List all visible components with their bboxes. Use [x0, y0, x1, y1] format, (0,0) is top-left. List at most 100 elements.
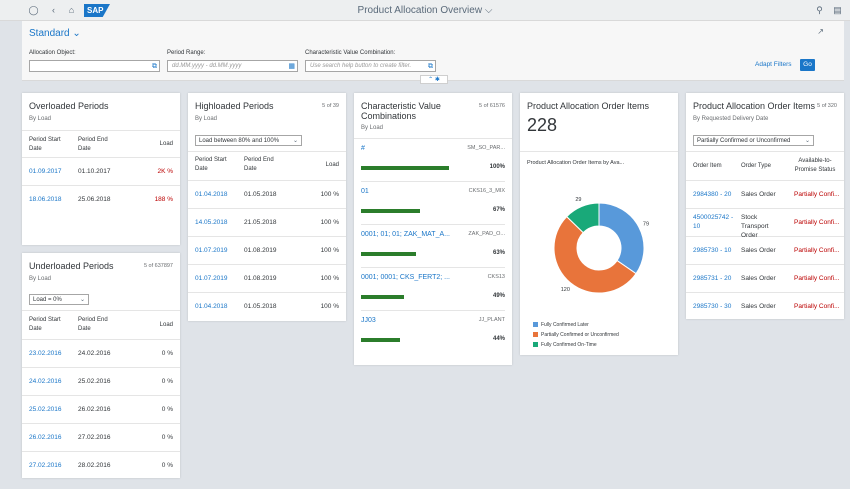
card-title[interactable]: Highloaded Periods — [195, 101, 274, 111]
adapt-filters-button[interactable]: Adapt Filters — [755, 61, 792, 68]
table-row[interactable]: 2985731 - 20 Sales Order Partially Confi..… — [686, 265, 844, 293]
legend-item[interactable]: Partially Confirmed or Unconfirmed — [533, 332, 619, 338]
period-range-input[interactable]: dd.MM.yyyy - dd.MM.yyyy ▦ — [167, 60, 298, 72]
value-help-icon[interactable]: ⧉ — [152, 63, 157, 70]
divider — [22, 310, 180, 311]
period-start[interactable]: 27.02.2016 — [29, 462, 62, 469]
variant-selector[interactable]: Standard ⌄ — [29, 28, 81, 39]
list-item[interactable]: 0001; 0001; CKS_FERT2; ... CKS13 49% — [361, 268, 505, 311]
table-row[interactable]: 14.05.2018 21.05.2018 100 % — [188, 209, 346, 237]
table-row[interactable]: 01.07.2019 01.08.2019 100 % — [188, 237, 346, 265]
period-start[interactable]: 23.02.2016 — [29, 350, 62, 357]
period-start[interactable]: 01.04.2018 — [195, 303, 228, 310]
app-title[interactable]: Product Allocation Overview ⌵ — [357, 5, 493, 16]
period-end: 01.05.2018 — [244, 191, 277, 198]
table-row[interactable]: 23.02.2016 24.02.2016 0 % — [22, 340, 180, 368]
period-start[interactable]: 18.06.2018 — [29, 196, 62, 203]
collapse-header-button[interactable]: ⌃ ✱ — [420, 75, 448, 84]
period-start[interactable]: 14.05.2018 — [195, 219, 228, 226]
table-row[interactable]: 24.02.2016 25.02.2016 0 % — [22, 368, 180, 396]
order-items-chart-card[interactable]: Product Allocation Order Items 228 Produ… — [520, 93, 678, 355]
table-row[interactable]: 01.07.2019 01.08.2019 100 % — [188, 265, 346, 293]
table-row[interactable]: 2985730 - 10 Sales Order Partially Confi..… — [686, 237, 844, 265]
donut-slice[interactable] — [553, 215, 637, 294]
cvc-name[interactable]: 0001; 01; 01; ZAK_MAT_A... — [361, 231, 450, 238]
list-item[interactable]: # SM_SO_PAR... 100% — [361, 139, 505, 182]
user-icon[interactable]: ◯ — [28, 5, 39, 15]
card-title[interactable]: Characteristic Value Combinations — [361, 101, 441, 121]
period-start[interactable]: 26.02.2016 — [29, 434, 62, 441]
card-title[interactable]: Product Allocation Order Items — [527, 101, 650, 111]
search-icon[interactable]: ⚲ — [816, 5, 823, 15]
list-item[interactable]: JJ03 JJ_PLANT 44% — [361, 311, 505, 354]
sap-logo[interactable]: SAP — [84, 4, 110, 17]
legend-swatch — [533, 342, 538, 348]
order-item[interactable]: 2985730 - 30 — [693, 303, 732, 310]
calendar-icon[interactable]: ▦ — [288, 63, 295, 70]
table-row[interactable]: 01.04.2018 01.05.2018 100 % — [188, 181, 346, 209]
cvc-card[interactable]: Characteristic Value Combinations 5 of 6… — [354, 93, 512, 365]
overloaded-periods-card[interactable]: Overloaded Periods By Load Period Start … — [22, 93, 180, 245]
divider — [686, 151, 844, 152]
table-row[interactable]: 27.02.2016 28.02.2016 0 % — [22, 452, 180, 480]
order-item[interactable]: 2985730 - 10 — [693, 247, 732, 254]
card-title[interactable]: Underloaded Periods — [29, 261, 114, 271]
table-row[interactable]: 2984380 - 20 Sales Order Partially Confi..… — [686, 181, 844, 209]
order-item[interactable]: 2985731 - 20 — [693, 275, 732, 282]
list-item[interactable]: 0001; 01; 01; ZAK_MAT_A... ZAK_PAD_O... 63… — [361, 225, 505, 268]
order-item[interactable]: 2984380 - 20 — [693, 191, 732, 198]
donut-slice[interactable] — [566, 202, 600, 234]
period-start[interactable]: 01.04.2018 — [195, 191, 228, 198]
underloaded-periods-card[interactable]: Underloaded Periods 5 of 637897 By Load … — [22, 253, 180, 478]
table-row[interactable]: 25.02.2016 26.02.2016 0 % — [22, 396, 180, 424]
share-icon[interactable]: ↗ — [817, 27, 824, 36]
card-title[interactable]: Overloaded Periods — [29, 101, 109, 111]
period-range-label: Period Range: — [167, 50, 206, 56]
column-header: Period Start Date — [29, 317, 61, 332]
notifications-icon[interactable]: ▤ — [833, 5, 842, 15]
status-filter-select[interactable]: Partially Confirmed or Unconfirmed ⌄ — [693, 135, 814, 146]
donut-slice[interactable] — [598, 202, 645, 275]
load-value: 100 % — [320, 275, 339, 282]
cvc-name[interactable]: JJ03 — [361, 317, 376, 324]
load-percent: 63% — [492, 250, 505, 256]
period-start[interactable]: 01.07.2019 — [195, 247, 228, 254]
period-start[interactable]: 01.09.2017 — [29, 168, 62, 175]
cvc-name[interactable]: 0001; 0001; CKS_FERT2; ... — [361, 274, 450, 281]
chevron-down-icon: ⌄ — [804, 138, 810, 144]
table-row[interactable]: 01.04.2018 01.05.2018 100 % — [188, 293, 346, 321]
table-row[interactable]: 2985730 - 30 Sales Order Partially Confi..… — [686, 293, 844, 321]
highloaded-periods-card[interactable]: Highloaded Periods 5 of 39 By Load Load … — [188, 93, 346, 321]
atp-status: Partially Confi... — [794, 247, 840, 254]
order-item[interactable]: 4500025742 - 10 — [693, 214, 734, 230]
order-items-table-card[interactable]: Product Allocation Order Items 5 of 320 … — [686, 93, 844, 319]
table-row[interactable]: 26.02.2016 27.02.2016 0 % — [22, 424, 180, 452]
cvc-code: ZAK_PAD_O... — [468, 231, 505, 237]
period-start[interactable]: 25.02.2016 — [29, 406, 62, 413]
load-value: 0 % — [161, 378, 173, 385]
card-title[interactable]: Product Allocation Order Items — [693, 101, 816, 111]
legend-item[interactable]: Fully Confirmed Later — [533, 322, 589, 328]
period-start[interactable]: 24.02.2016 — [29, 378, 62, 385]
go-button[interactable]: Go — [800, 59, 815, 71]
back-icon[interactable]: ‹ — [52, 5, 55, 15]
cvc-name[interactable]: 01 — [361, 188, 369, 195]
table-row[interactable]: 18.06.2018 25.06.2018 188 % — [22, 186, 180, 214]
allocation-object-input[interactable]: ⧉ — [29, 60, 160, 72]
cvc-name[interactable]: # — [361, 145, 365, 152]
value-help-icon[interactable]: ⧉ — [428, 63, 433, 70]
load-filter-select[interactable]: Load between 80% and 100% ⌄ — [195, 135, 302, 146]
cvc-input[interactable]: Use search help button to create filter.… — [305, 60, 436, 72]
data-label: 29 — [575, 197, 581, 203]
table-row[interactable]: 01.09.2017 01.10.2017 2K % — [22, 158, 180, 186]
legend-item[interactable]: Fully Confirmed On-Time — [533, 342, 597, 348]
donut-chart[interactable]: 79 120 29 — [539, 193, 659, 303]
home-icon[interactable]: ⌂ — [68, 5, 75, 15]
order-type: Sales Order — [741, 247, 776, 254]
list-item[interactable]: 01 CKS16_3_MIX 67% — [361, 182, 505, 225]
load-filter-select[interactable]: Load = 0% ⌄ — [29, 294, 89, 305]
load-value: 2K % — [157, 168, 173, 175]
table-row[interactable]: 4500025742 - 10 Stock Transport Order Part… — [686, 209, 844, 239]
period-start[interactable]: 01.07.2019 — [195, 275, 228, 282]
pin-icon[interactable]: ✱ — [434, 77, 440, 83]
